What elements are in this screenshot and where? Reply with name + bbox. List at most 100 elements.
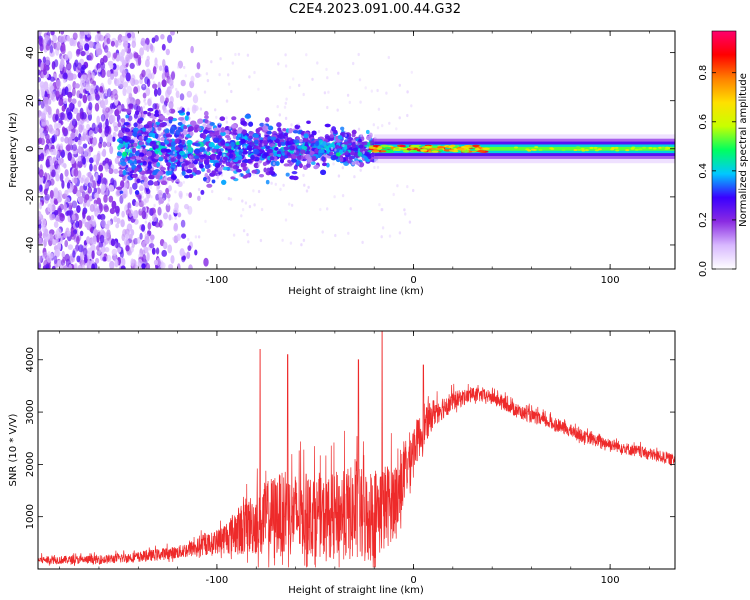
spectral-cell (71, 118, 78, 127)
spectral-cell (269, 156, 275, 161)
spectral-cell (180, 79, 186, 87)
spectral-cell (144, 233, 150, 240)
spectral-cell (141, 263, 146, 269)
spectral-cell (93, 187, 98, 194)
spectral-cell (110, 238, 116, 247)
spectral-cell (120, 161, 127, 167)
spectral-cell (153, 113, 160, 118)
spectral-cell (277, 141, 282, 148)
spectral-cell (213, 145, 220, 150)
spectral-cell (81, 217, 86, 224)
spectral-cell (38, 76, 42, 83)
spectral-cell (74, 263, 78, 269)
spectral-cell (314, 164, 320, 169)
spectral-cell (614, 146, 619, 149)
spectral-cell (107, 88, 112, 98)
snr-x-axis: -100 0 100 (59, 331, 650, 586)
spectral-cell (156, 162, 161, 168)
spectral-cell (77, 155, 82, 162)
spectral-cell (154, 57, 158, 66)
spectral-cell (87, 94, 93, 102)
spectral-cell (205, 136, 210, 142)
spectral-cell (188, 174, 194, 179)
spectral-cell (259, 238, 263, 243)
spectral-cell (166, 162, 172, 167)
spectral-cell (121, 258, 126, 267)
spectral-cell (268, 170, 275, 175)
spectral-cell (349, 151, 355, 156)
spectral-cell (336, 108, 339, 112)
spectral-cell (173, 207, 179, 214)
spectral-cell (38, 98, 42, 106)
spectral-cell (248, 135, 253, 139)
spectral-cell (142, 254, 147, 263)
spectral-cell (410, 150, 419, 153)
spectral-cell (410, 70, 413, 74)
spectral-cell (343, 141, 349, 145)
spectral-cell (277, 127, 282, 132)
spectral-cell (321, 156, 326, 162)
spectral-cell (69, 37, 74, 47)
spectral-cell (225, 120, 229, 124)
spectral-cell (122, 186, 128, 194)
spectral-cell (228, 153, 234, 159)
spectral-cell (237, 163, 240, 167)
spectral-cell (584, 149, 589, 152)
spectral-cell (80, 50, 86, 57)
spectral-cell (176, 65, 180, 69)
spectral-cell (71, 144, 78, 151)
spectral-cell (39, 132, 45, 139)
spectral-cell (167, 198, 171, 202)
spectral-cell (381, 124, 384, 128)
spectral-cell (384, 146, 392, 150)
spectral-cell (38, 37, 43, 47)
spectral-cell (66, 35, 71, 42)
spectral-cell (110, 40, 115, 47)
spectral-cell (376, 165, 380, 169)
spectral-cell (87, 186, 93, 194)
spectral-cell (625, 149, 630, 152)
spectral-cell (94, 207, 99, 217)
spectral-cell (581, 149, 586, 152)
spectral-cell (408, 220, 412, 224)
spectral-cell (64, 253, 70, 262)
spectral-cell (94, 102, 100, 112)
spectral-cell (44, 228, 49, 238)
spectral-cell (221, 179, 227, 185)
spectral-cell (137, 118, 143, 124)
spectral-cell (385, 91, 388, 95)
spectral-cell (78, 244, 84, 253)
spectral-cell (260, 207, 264, 212)
spectral-cell (174, 138, 180, 144)
spectral-cell (186, 206, 190, 210)
colorbar-tick-label: 0.2 (698, 212, 709, 228)
spectral-cell (147, 98, 152, 107)
spectral-cell (124, 142, 129, 149)
spectral-cell (549, 147, 554, 150)
spectral-cell (322, 162, 327, 167)
spectral-cell (270, 181, 273, 185)
spectral-cell (316, 61, 319, 65)
spectral-cell (287, 159, 292, 164)
spectral-cell (53, 129, 59, 136)
spectral-cell (257, 127, 263, 131)
spectral-cell (86, 198, 91, 208)
spectral-cell (176, 162, 181, 167)
spectral-cell (83, 254, 88, 264)
spectral-cell (270, 136, 277, 141)
spectral-cell (136, 160, 142, 164)
spectral-cell (514, 146, 518, 149)
spectral-cell (108, 184, 115, 192)
spectral-cell (204, 115, 209, 119)
spectral-cell (82, 94, 88, 104)
spectral-cell (149, 208, 154, 217)
spectral-cell (115, 108, 120, 116)
colorbar-tick-label: 0.4 (698, 163, 709, 179)
spectral-cell (109, 145, 114, 155)
spectral-cell (231, 116, 237, 121)
spectral-cell (335, 139, 341, 143)
spectral-cell (141, 136, 145, 140)
spectral-cell (420, 149, 428, 152)
x-tick-label: 100 (601, 575, 620, 586)
spectral-cell (220, 127, 226, 133)
